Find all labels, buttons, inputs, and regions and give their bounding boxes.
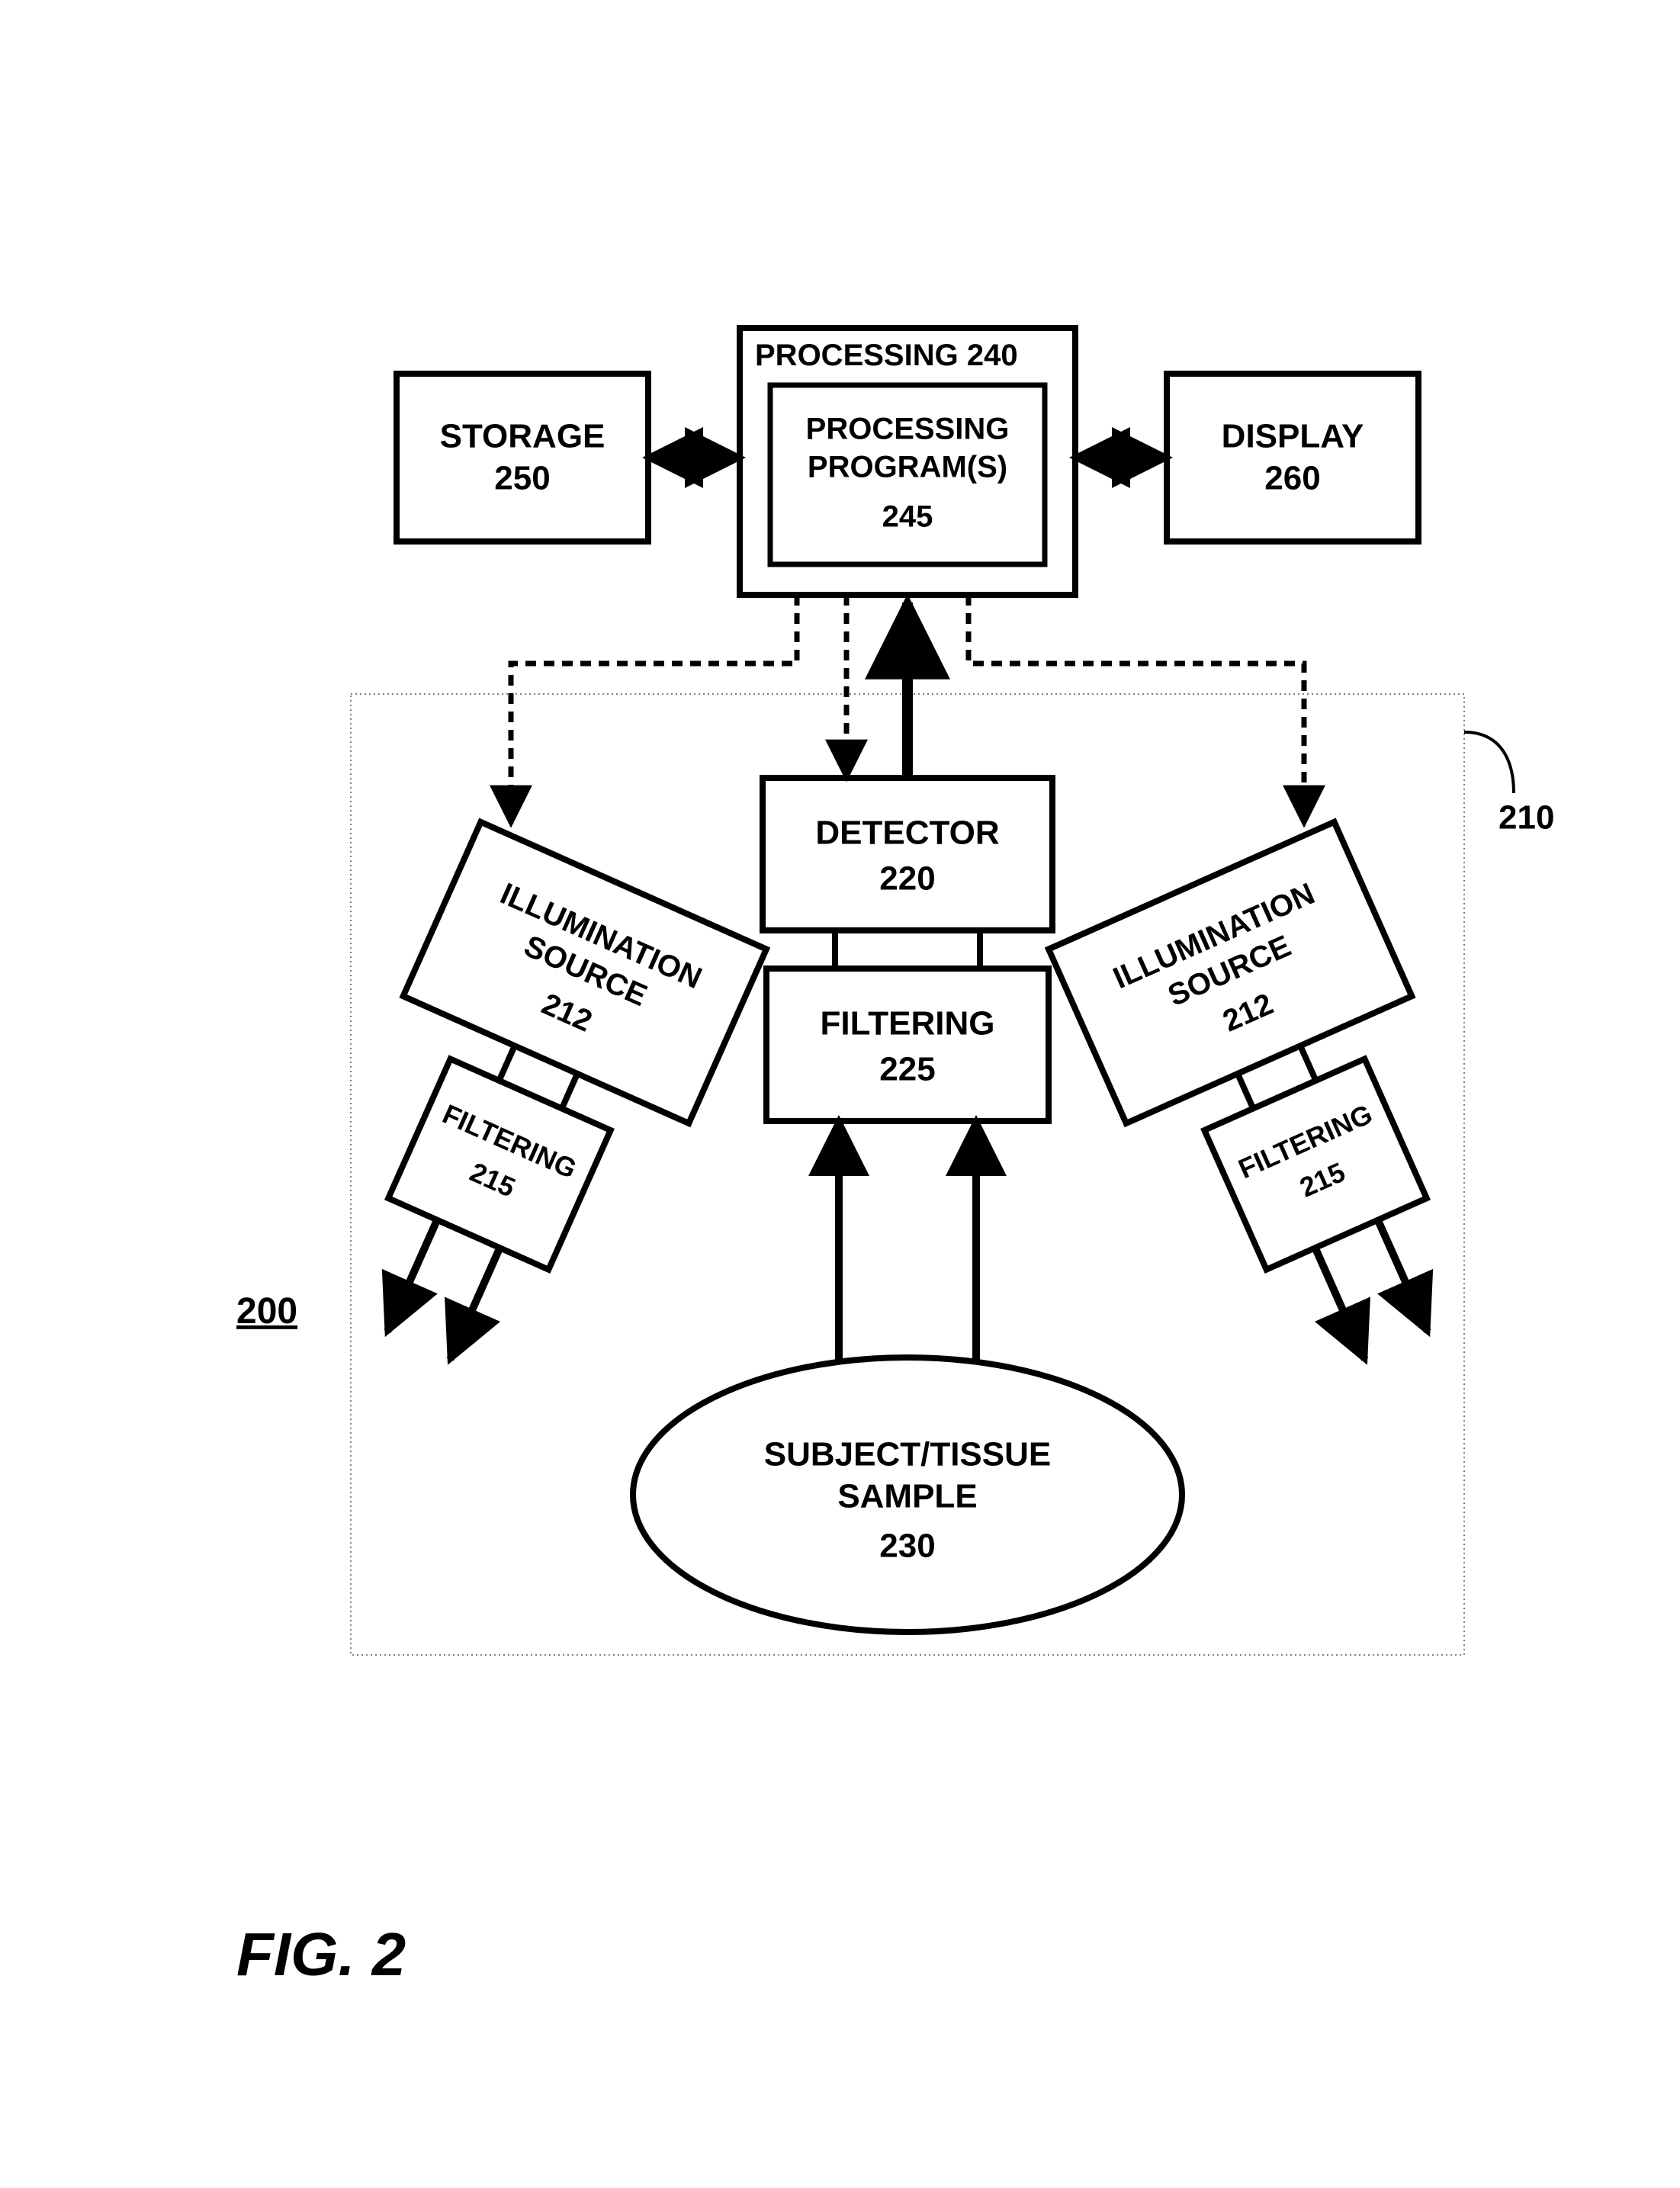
filter-c-num: 225 — [879, 1051, 935, 1088]
arrow-filt-r-out2 — [1378, 1220, 1428, 1332]
processing-block: PROCESSING 240 PROCESSING PROGRAM(S) 245 — [740, 328, 1075, 595]
device-ref-leader — [1464, 732, 1514, 793]
diagram-root: 200 FIG. 2 210 STORAGE 250 DISPLAY 260 P… — [0, 0, 1680, 2188]
device-ref-number: 210 — [1499, 799, 1554, 837]
processing-inner-l2: PROGRAM(S) — [808, 451, 1007, 484]
figure-caption: FIG. 2 — [236, 1920, 406, 1988]
sample-l1: SUBJECT/TISSUE — [764, 1436, 1052, 1473]
filter-c-title: FILTERING — [821, 1005, 995, 1043]
detector-block: DETECTOR 220 — [763, 778, 1052, 930]
svg-text:PROCESSING 240: PROCESSING 240 — [755, 339, 1018, 372]
detector-num: 220 — [879, 860, 935, 898]
processing-inner-num: 245 — [882, 500, 933, 534]
illum-right-group: ILLUMINATION SOURCE 212 FILTERING 215 — [1049, 822, 1539, 1409]
ctrl-to-illum-left — [511, 595, 797, 824]
display-title: DISPLAY — [1222, 418, 1364, 455]
storage-num: 250 — [494, 460, 550, 497]
processing-title: PROCESSING — [755, 339, 959, 372]
figure-ref-number: 200 — [236, 1291, 297, 1332]
sample-block: SUBJECT/TISSUE SAMPLE 230 — [633, 1357, 1182, 1632]
detector-title: DETECTOR — [815, 814, 999, 852]
arrow-filt-r-out1 — [1315, 1248, 1365, 1359]
processing-num: 240 — [967, 339, 1018, 372]
sample-l2: SAMPLE — [837, 1478, 977, 1515]
illum-left-group: ILLUMINATION SOURCE 212 FILTERING 215 — [276, 822, 766, 1409]
storage-title: STORAGE — [440, 418, 606, 455]
filter-center-block: FILTERING 225 — [766, 969, 1049, 1121]
display-num: 260 — [1264, 460, 1320, 497]
storage-block: STORAGE 250 — [397, 374, 648, 541]
sample-num: 230 — [879, 1528, 935, 1565]
arrow-filt-l-out1 — [387, 1220, 437, 1332]
processing-inner-l1: PROCESSING — [806, 413, 1010, 446]
display-block: DISPLAY 260 — [1167, 374, 1418, 541]
arrow-filt-l-out2 — [450, 1248, 500, 1359]
